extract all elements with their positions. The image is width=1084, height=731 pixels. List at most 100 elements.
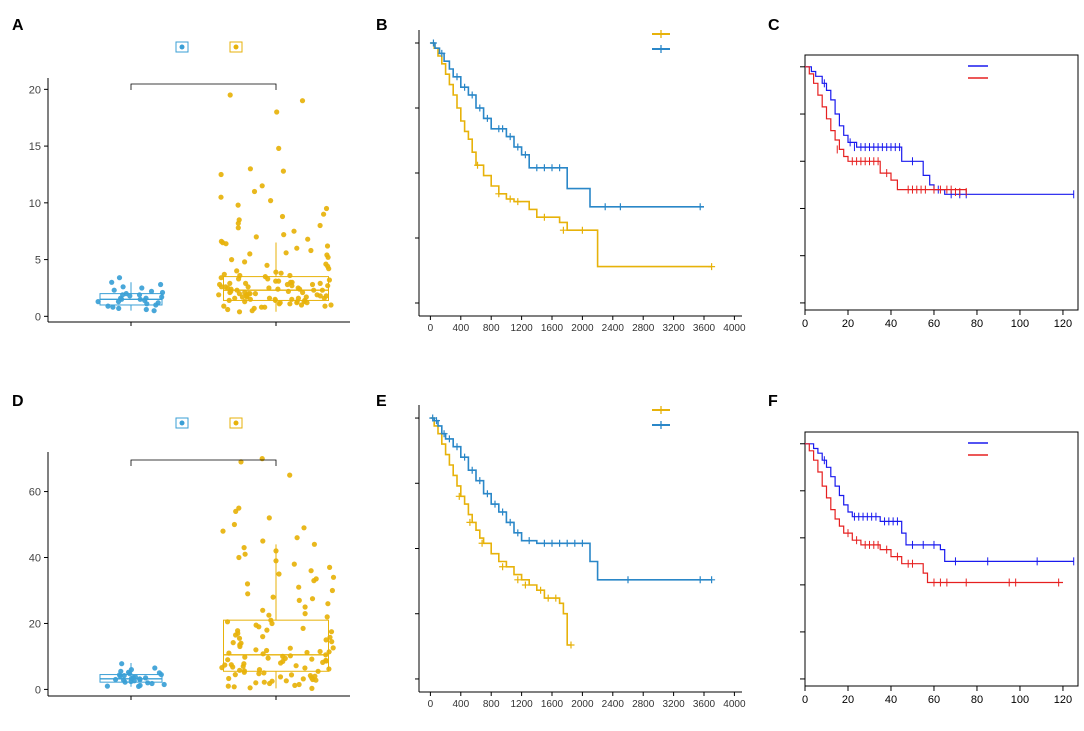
x-tick-label: 60 [928, 318, 940, 330]
data-point [233, 508, 239, 514]
data-point [109, 279, 115, 285]
data-point [143, 306, 149, 313]
data-point [144, 301, 150, 307]
data-point [265, 655, 271, 661]
data-point [231, 684, 237, 690]
data-point [242, 654, 248, 660]
censor-mark [624, 576, 632, 584]
data-point [122, 679, 128, 685]
data-point [218, 171, 224, 178]
x-tick-label: 40 [885, 318, 897, 330]
data-point [218, 194, 224, 200]
data-point [136, 683, 142, 690]
data-point [289, 296, 295, 302]
data-point [291, 561, 297, 567]
data-point [317, 293, 323, 299]
data-point [324, 243, 331, 249]
x-tick-label: 100 [1011, 694, 1029, 706]
data-point [104, 683, 110, 689]
censor-mark [461, 453, 469, 461]
data-point [330, 574, 337, 580]
censor-mark [571, 539, 579, 547]
data-point [235, 628, 241, 634]
censor-mark [556, 539, 564, 547]
legend-key-dot [233, 44, 239, 50]
significance-bracket [130, 459, 277, 466]
censor-mark [567, 641, 575, 649]
data-point [240, 663, 246, 669]
data-point [224, 619, 231, 625]
data-point [121, 673, 127, 679]
y-tick-label: 5 [35, 255, 41, 267]
censor-mark [563, 539, 571, 547]
data-point [253, 234, 259, 240]
data-point [277, 300, 283, 306]
censor-mark [540, 539, 548, 547]
data-point [241, 668, 247, 674]
censor-mark [696, 576, 704, 584]
data-point [296, 597, 302, 604]
y-tick-label: 15 [29, 141, 41, 153]
censor-mark [466, 518, 474, 526]
legend-key-box [175, 41, 189, 53]
censor-mark [440, 430, 448, 438]
data-point [260, 538, 266, 544]
survival-curve [805, 66, 967, 192]
data-point [230, 640, 236, 646]
data-point [300, 625, 306, 632]
data-point [302, 604, 308, 610]
data-point [294, 300, 300, 306]
panel-label-a: A [12, 17, 24, 34]
data-point [226, 650, 232, 656]
censor-mark [474, 161, 482, 169]
x-tick-label: 3600 [693, 323, 716, 334]
data-point [158, 281, 164, 288]
data-point [265, 276, 271, 282]
data-point [326, 266, 332, 272]
data-point [236, 554, 242, 561]
data-point [236, 635, 243, 641]
data-point [116, 275, 123, 281]
x-tick-label: 60 [928, 694, 940, 706]
data-point [302, 611, 308, 617]
data-point [313, 576, 319, 582]
x-tick-label: 4000 [723, 323, 746, 334]
x-tick-label: 100 [1011, 318, 1029, 330]
x-tick-label: 120 [1054, 318, 1072, 330]
x-tick-label: 3200 [662, 699, 685, 710]
x-tick-label: 120 [1054, 694, 1072, 706]
data-point [270, 594, 276, 600]
data-point [227, 280, 233, 286]
data-point [251, 188, 258, 195]
data-point [153, 302, 159, 308]
box-iqr [223, 619, 329, 672]
data-point [226, 297, 232, 303]
data-point [237, 667, 243, 673]
data-point [323, 652, 329, 658]
plot-frame [804, 54, 1079, 311]
panel-e-km-plot: 0 400 800 1200 1600 2000 2400 2800 3200 3600 4000 [415, 405, 746, 710]
data-point [234, 268, 240, 274]
panel-label-e: E [376, 393, 387, 410]
data-point [264, 627, 270, 633]
censor-mark [533, 164, 541, 172]
data-point [116, 305, 122, 311]
data-point [242, 551, 248, 557]
significance-bracket [130, 83, 277, 90]
data-point [259, 183, 265, 189]
censor-mark [521, 151, 529, 159]
data-point [293, 663, 299, 669]
data-point [236, 309, 243, 315]
legend-box [966, 57, 1076, 85]
panel-f-km-plot: 0 20 40 60 80 100 120 [800, 431, 1079, 706]
data-point [230, 664, 236, 670]
data-point [277, 674, 284, 680]
censor-mark [525, 537, 533, 545]
data-point [278, 660, 284, 666]
data-point [242, 259, 248, 265]
data-point [216, 292, 222, 298]
data-point [324, 614, 330, 620]
data-point [229, 257, 235, 263]
x-tick-label: 800 [483, 699, 500, 710]
data-point [313, 677, 319, 683]
